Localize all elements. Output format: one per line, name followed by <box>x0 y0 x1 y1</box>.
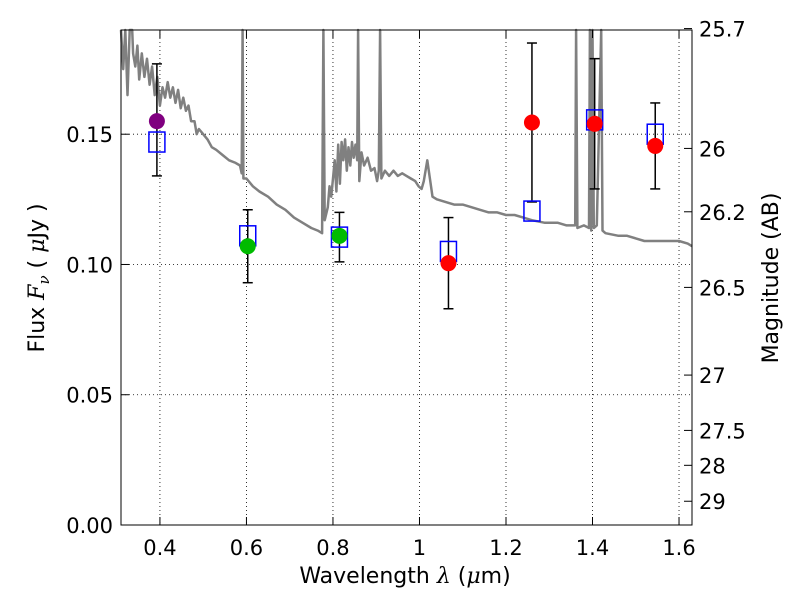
observed-point <box>647 137 664 154</box>
x-tick-label: 1 <box>413 536 426 560</box>
x-axis-ticks: 0.4 0.6 0.8 1 1.2 1.4 1.6 <box>143 30 696 560</box>
observed-flux-points <box>148 113 664 272</box>
y-axis-label: Flux Fν ( μJy ) <box>25 203 53 352</box>
y-tick-label: 0.00 <box>66 514 113 538</box>
grid-lines <box>121 30 692 526</box>
observed-point <box>331 227 348 244</box>
y2-axis-label: Magnitude (AB) <box>759 193 784 364</box>
model-flux-box <box>330 226 349 248</box>
x-axis-label: Wavelength λ (μm) <box>299 564 510 589</box>
y2-tick-label: 27.5 <box>699 419 746 443</box>
y2-tick-label: 26 <box>699 137 726 161</box>
y2-axis-ticks: 25.7 26 26.2 26.5 27 27.5 28 29 <box>684 18 746 514</box>
y2-tick-label: 28 <box>699 454 726 478</box>
observed-point <box>148 113 165 130</box>
y2-tick-label: 27 <box>699 364 726 388</box>
y2-tick-label: 26.5 <box>699 276 746 300</box>
y2-tick-label: 29 <box>699 490 726 514</box>
model-flux-box <box>523 200 541 222</box>
y2-tick-label: 26.2 <box>699 201 746 225</box>
observed-point <box>440 255 457 272</box>
plot-frame <box>120 29 693 526</box>
y2-tick-label: 25.7 <box>699 18 746 42</box>
x-tick-label: 1.6 <box>662 536 695 560</box>
observed-point <box>586 115 603 132</box>
x-tick-label: 1.2 <box>489 536 522 560</box>
model-flux-box <box>148 131 166 153</box>
x-tick-label: 0.8 <box>316 536 349 560</box>
y-tick-label: 0.15 <box>66 123 113 147</box>
observed-point <box>523 114 540 131</box>
x-tick-label: 1.4 <box>576 536 609 560</box>
model-spectrum-line <box>119 28 693 248</box>
observed-point <box>239 238 256 255</box>
model-flux-boxes <box>148 109 664 263</box>
x-tick-label: 0.6 <box>230 536 263 560</box>
y-axis-ticks: 0.00 0.05 0.10 0.15 <box>66 123 129 538</box>
y-tick-label: 0.10 <box>66 253 113 277</box>
y-tick-label: 0.05 <box>66 384 113 408</box>
x-tick-label: 0.4 <box>143 536 176 560</box>
